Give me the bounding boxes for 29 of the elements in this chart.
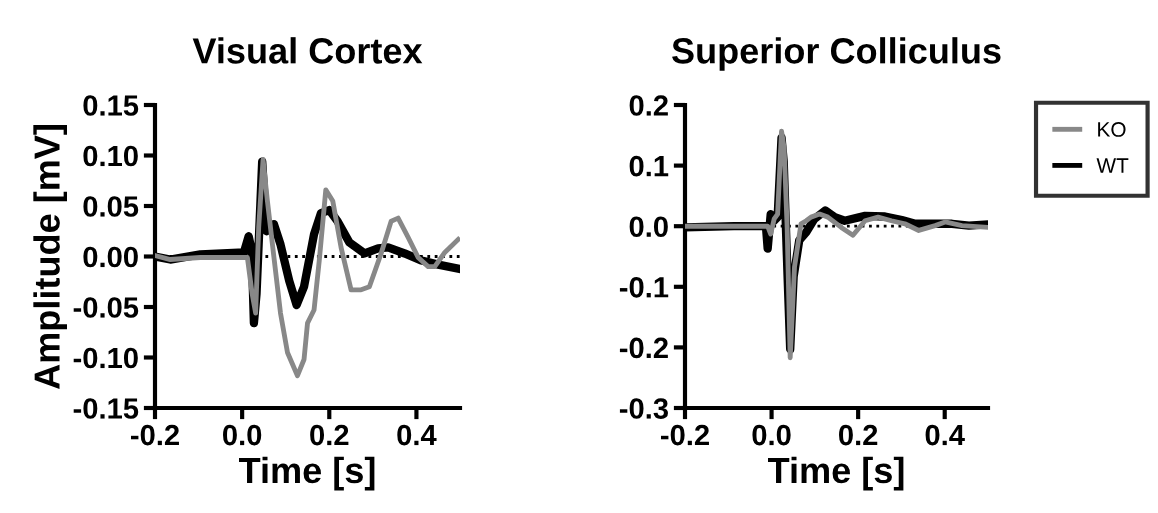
x-tick-label: 0.4 (925, 424, 965, 446)
legend-label: KO (1098, 122, 1126, 137)
y-tick-label: -0.3 (619, 398, 668, 419)
y-tick-label: 0.1 (629, 155, 669, 177)
x-tick-label: 0.0 (223, 424, 262, 446)
x-tick-label: 0.0 (752, 424, 791, 446)
x-tick-label: 0.2 (839, 424, 878, 446)
y-tick-label: -0.15 (73, 398, 139, 419)
x-tick-label: 0.2 (310, 424, 349, 446)
x-tick-label: -0.2 (661, 424, 709, 446)
x-tick-label: 0.4 (397, 424, 437, 446)
y-tick-label: 0.0 (629, 216, 668, 238)
y-tick-label: -0.05 (73, 297, 139, 318)
y-tick-label: 0.15 (83, 95, 139, 116)
line-series (155, 157, 460, 379)
y-tick-label: -0.10 (73, 347, 138, 369)
legend-label: WT (1096, 158, 1129, 173)
y-tick-label: 0.2 (629, 95, 668, 116)
y-tick-label: 0.10 (83, 145, 138, 167)
x-tick-label: -0.2 (131, 424, 179, 446)
y-tick-label: -0.2 (619, 337, 668, 359)
x-axis-title: Time [s] (768, 456, 904, 491)
y-tick-label: 0.05 (83, 196, 139, 217)
chart-title: Visual Cortex (192, 37, 423, 64)
y-axis-title: Amplitude [mV] (33, 125, 67, 390)
y-tick-label: -0.1 (619, 277, 669, 298)
y-tick-label: 0.00 (83, 246, 138, 268)
chart-title: Superior Colliculus (672, 37, 1001, 71)
x-axis-title: Time [s] (239, 456, 375, 491)
